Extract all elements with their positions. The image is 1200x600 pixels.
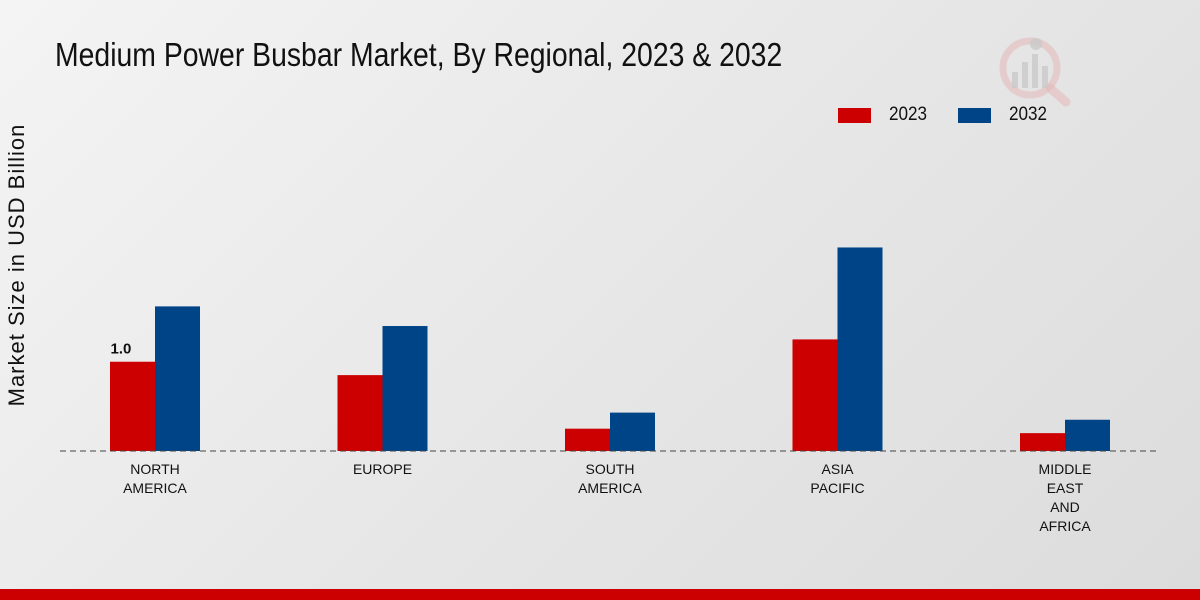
bar-2023-2 [565, 428, 610, 451]
bar-2023-1 [337, 375, 383, 451]
x-tick-label-3: ASIA PACIFIC [810, 461, 864, 496]
x-tick-label-2: SOUTH AMERICA [578, 461, 642, 496]
legend-swatch-2023 [838, 107, 871, 123]
chart-title: Medium Power Busbar Market, By Regional,… [55, 36, 783, 73]
legend-item-2023: 2023 [838, 104, 932, 126]
bar-2023-3 [792, 339, 838, 451]
bar-2032-1 [382, 326, 428, 451]
bar-2023-4 [1020, 433, 1065, 451]
x-tick-label-0: NORTH AMERICA [123, 461, 187, 496]
legend-item-2032: 2032 [958, 104, 1052, 126]
bar-2032-3 [837, 247, 883, 451]
legend-swatch-2032 [958, 107, 991, 123]
bar-2032-4 [1065, 419, 1110, 451]
x-tick-label-1: EUROPE [353, 461, 412, 477]
x-tick-label-4: MIDDLE EAST AND AFRICA [1039, 461, 1092, 534]
bar-2023-0 [110, 361, 155, 451]
legend-label-2032: 2032 [1009, 104, 1048, 125]
bar-2032-2 [610, 412, 655, 451]
bar-2032-0 [155, 306, 200, 451]
data-label-0: 1.0 [111, 341, 132, 358]
legend-label-2023: 2023 [889, 104, 928, 125]
brand-logo-icon [994, 32, 1074, 117]
footer-bar [0, 589, 1200, 600]
